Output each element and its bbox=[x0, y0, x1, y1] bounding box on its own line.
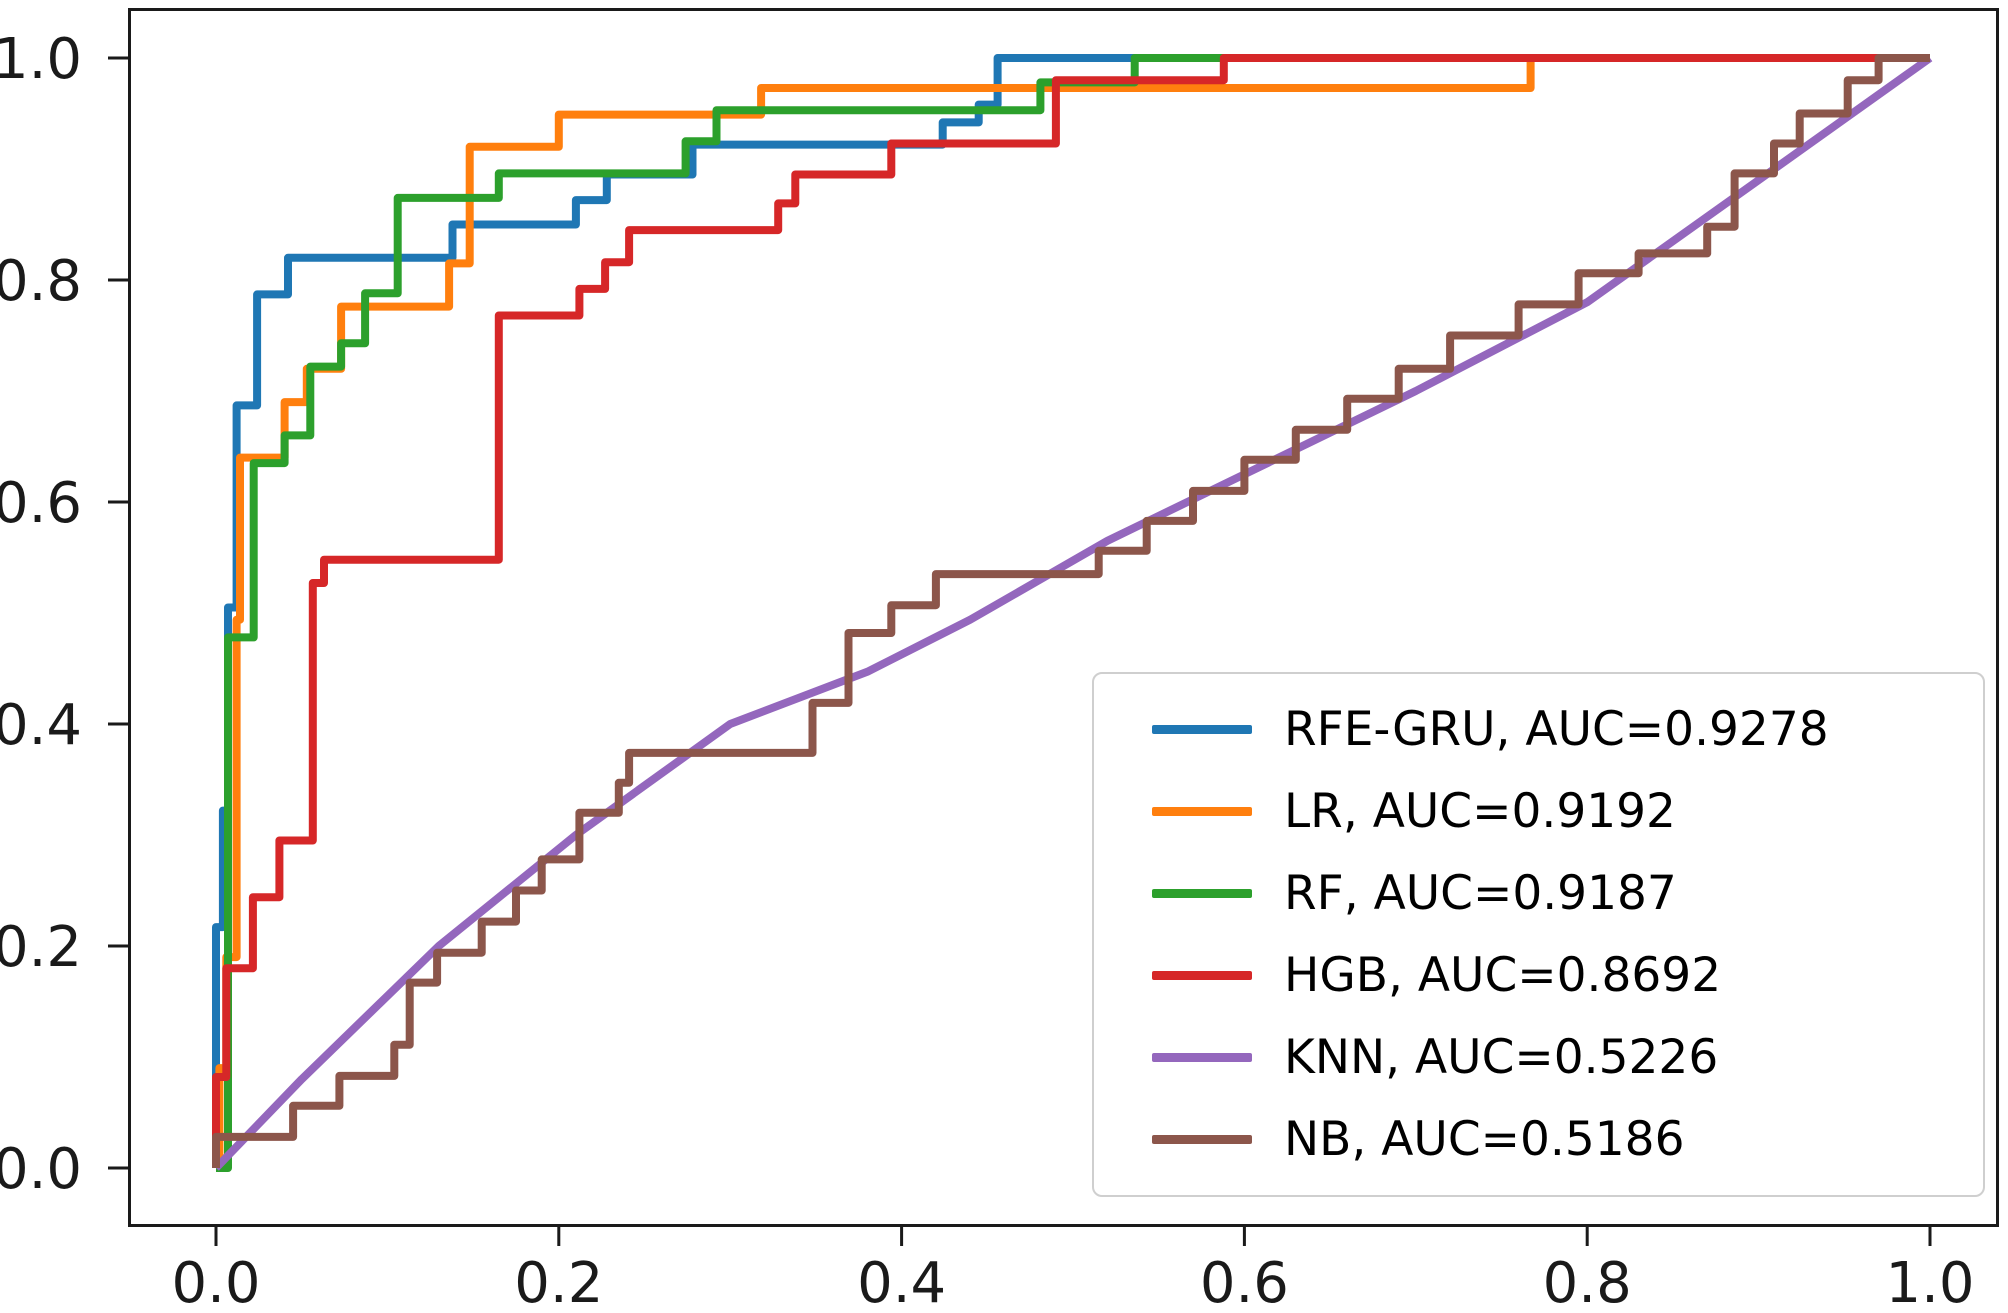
legend-line-swatch bbox=[1152, 1053, 1252, 1063]
legend-label: HGB, AUC=0.8692 bbox=[1284, 948, 1722, 1004]
legend-line-swatch bbox=[1152, 724, 1252, 734]
x-axis-ticks: 0.0 0.2 0.4 0.6 0.8 1.0 bbox=[171, 1225, 1975, 1313]
legend-item: NB, AUC=0.5186 bbox=[1094, 1112, 1983, 1167]
legend-label: LR, AUC=0.9192 bbox=[1284, 783, 1676, 839]
legend-line-swatch bbox=[1152, 1135, 1252, 1145]
legend-line-swatch bbox=[1152, 888, 1252, 898]
legend-label: RFE-GRU, AUC=0.9278 bbox=[1284, 701, 1829, 757]
x-tick-label: 0.0 bbox=[171, 1251, 260, 1313]
legend: RFE-GRU, AUC=0.9278 LR, AUC=0.9192 RF, AUC… bbox=[1092, 672, 1985, 1197]
legend-line-swatch bbox=[1152, 806, 1252, 816]
x-tick-label: 0.4 bbox=[857, 1251, 946, 1313]
legend-label: RF, AUC=0.9187 bbox=[1284, 865, 1677, 921]
roc-curve-rf bbox=[216, 54, 1930, 1172]
x-tick-label: 0.8 bbox=[1543, 1251, 1632, 1313]
legend-item: RF, AUC=0.9187 bbox=[1094, 866, 1983, 921]
y-tick-label: 0.6 bbox=[0, 471, 82, 536]
y-tick-label: 0.2 bbox=[0, 915, 82, 980]
legend-item: RFE-GRU, AUC=0.9278 bbox=[1094, 702, 1983, 757]
roc-curve-knn bbox=[213, 54, 1933, 1171]
legend-item: HGB, AUC=0.8692 bbox=[1094, 948, 1983, 1003]
x-tick-label: 0.6 bbox=[1200, 1251, 1289, 1313]
x-tick-label: 1.0 bbox=[1885, 1251, 1974, 1313]
y-tick-label: 0.8 bbox=[0, 249, 82, 314]
y-tick-label: 0.0 bbox=[0, 1137, 82, 1202]
roc-curve-nb bbox=[212, 54, 1930, 1168]
x-tick-label: 0.2 bbox=[514, 1251, 603, 1313]
legend-item: KNN, AUC=0.5226 bbox=[1094, 1030, 1983, 1085]
legend-label: KNN, AUC=0.5226 bbox=[1284, 1030, 1719, 1086]
y-tick-label: 0.4 bbox=[0, 693, 82, 758]
y-tick-label: 1.0 bbox=[0, 27, 82, 92]
legend-item: LR, AUC=0.9192 bbox=[1094, 784, 1983, 839]
roc-curve-hgb bbox=[212, 54, 1930, 1168]
y-axis-ticks: 0.0 0.2 0.4 0.6 0.8 1.0 bbox=[0, 27, 129, 1202]
roc-series-layer bbox=[212, 54, 1933, 1172]
legend-line-swatch bbox=[1152, 971, 1252, 981]
plot-border bbox=[128, 8, 1999, 1227]
legend-label: NB, AUC=0.5186 bbox=[1284, 1112, 1685, 1168]
